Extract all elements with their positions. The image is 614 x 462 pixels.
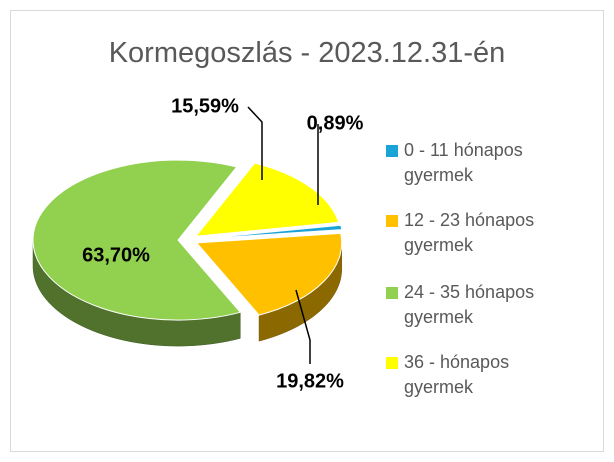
legend-label: 0 - 11 hónapos gyermek <box>404 140 523 185</box>
chart-title: Kormegoszlás - 2023.12.31-én <box>109 37 506 69</box>
data-label: 63,70% <box>82 244 150 266</box>
data-label: 15,59% <box>171 95 239 117</box>
legend-swatch <box>386 357 398 369</box>
legend-label: 36 - hónapos gyermek <box>404 352 510 397</box>
slice <box>197 224 343 240</box>
legend-label: 24 - 35 hónapos gyermek <box>404 282 535 327</box>
leader-line <box>295 289 311 364</box>
slice <box>195 232 343 316</box>
slice <box>32 159 242 321</box>
slice <box>194 162 340 237</box>
leader-line <box>247 106 263 180</box>
legend-swatch <box>386 145 398 157</box>
legend-label: 12 - 23 hónapos gyermek <box>404 210 535 255</box>
data-label: 19,82% <box>276 370 344 392</box>
legend-swatch <box>386 215 398 227</box>
legend-swatch <box>386 287 398 299</box>
data-label: 0,89% <box>307 112 364 134</box>
